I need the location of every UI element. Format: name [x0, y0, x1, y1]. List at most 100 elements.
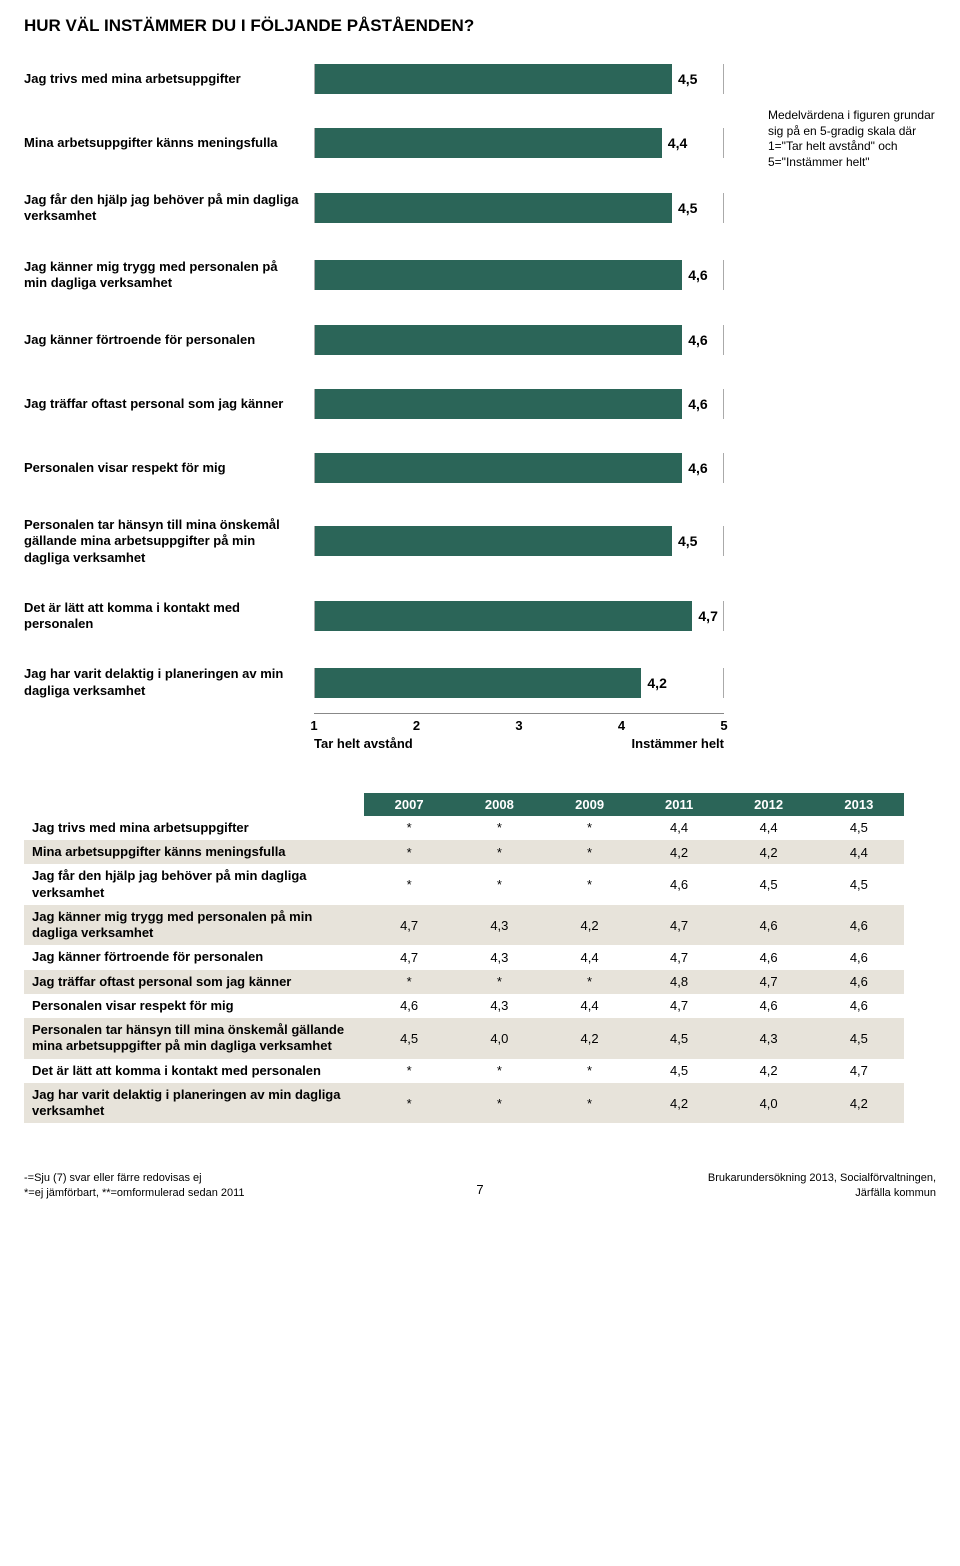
bar-fill: [315, 668, 641, 698]
axis-tick: 3: [515, 718, 522, 733]
table-cell: 4,5: [635, 1059, 724, 1083]
table-row: Det är lätt att komma i kontakt med pers…: [24, 1059, 904, 1083]
table-cell: *: [454, 970, 544, 994]
table-cell: 4,6: [814, 945, 904, 969]
table-cell: 4,7: [635, 994, 724, 1018]
table-cell: 4,5: [723, 864, 813, 905]
table-cell: 4,3: [723, 1018, 813, 1059]
table-cell: 4,2: [723, 1059, 813, 1083]
table-row: Jag känner mig trygg med personalen på m…: [24, 905, 904, 946]
table-cell: 4,2: [814, 1083, 904, 1124]
table-header-cell: 2013: [814, 793, 904, 816]
data-table: 200720082009201120122013 Jag trivs med m…: [24, 793, 904, 1124]
bar-fill: [315, 526, 672, 556]
bar-value: 4,4: [668, 135, 687, 151]
bar-chart: Medelvärdena i figuren grundar sig på en…: [24, 64, 936, 755]
bar-row: Jag känner mig trygg med personalen på m…: [24, 259, 936, 292]
bar-label: Jag känner mig trygg med personalen på m…: [24, 259, 314, 292]
table-row-label: Det är lätt att komma i kontakt med pers…: [24, 1059, 364, 1083]
table-cell: 4,4: [635, 816, 724, 840]
axis-tick: 1: [310, 718, 317, 733]
table-cell: 4,5: [364, 1018, 454, 1059]
table-cell: 4,6: [635, 864, 724, 905]
table-cell: 4,7: [635, 905, 724, 946]
bar-label: Mina arbetsuppgifter känns meningsfulla: [24, 135, 314, 151]
table-cell: *: [454, 1059, 544, 1083]
table-cell: 4,6: [723, 905, 813, 946]
bar-label: Jag trivs med mina arbetsuppgifter: [24, 71, 314, 87]
bar-fill: [315, 193, 672, 223]
table-cell: *: [364, 970, 454, 994]
table-cell: 4,5: [814, 816, 904, 840]
bar-row: Personalen visar respekt för mig4,6: [24, 453, 936, 483]
table-cell: 4,0: [723, 1083, 813, 1124]
table-cell: 4,5: [814, 864, 904, 905]
table-cell: 4,4: [544, 994, 634, 1018]
axis-tick: 4: [618, 718, 625, 733]
footer-source-1: Brukarundersökning 2013, Socialförvaltni…: [708, 1171, 936, 1185]
table-row-label: Jag har varit delaktig i planeringen av …: [24, 1083, 364, 1124]
table-cell: 4,6: [814, 970, 904, 994]
table-header-cell: 2007: [364, 793, 454, 816]
axis-tick: 5: [720, 718, 727, 733]
table-cell: 4,6: [814, 905, 904, 946]
bar-value: 4,2: [647, 675, 666, 691]
table-cell: 4,7: [364, 945, 454, 969]
bar-row: Jag får den hjälp jag behöver på min dag…: [24, 192, 936, 225]
table-cell: 4,5: [814, 1018, 904, 1059]
table-cell: *: [364, 1083, 454, 1124]
table-cell: 4,2: [635, 840, 724, 864]
bar-value: 4,5: [678, 200, 697, 216]
bar-label: Jag träffar oftast personal som jag känn…: [24, 396, 314, 412]
table-cell: *: [544, 816, 634, 840]
bar-value: 4,7: [698, 608, 717, 624]
table-cell: 4,2: [544, 1018, 634, 1059]
chart-note: Medelvärdena i figuren grundar sig på en…: [768, 108, 936, 170]
bar-label: Jag får den hjälp jag behöver på min dag…: [24, 192, 314, 225]
table-row-label: Jag får den hjälp jag behöver på min dag…: [24, 864, 364, 905]
table-row: Jag träffar oftast personal som jag känn…: [24, 970, 904, 994]
table-cell: *: [544, 864, 634, 905]
table-cell: *: [544, 1083, 634, 1124]
table-cell: 4,7: [814, 1059, 904, 1083]
table-cell: *: [454, 1083, 544, 1124]
table-row-label: Mina arbetsuppgifter känns meningsfulla: [24, 840, 364, 864]
table-row-label: Personalen tar hänsyn till mina önskemål…: [24, 1018, 364, 1059]
bar-fill: [315, 325, 682, 355]
table-cell: *: [364, 816, 454, 840]
bar-row: Jag träffar oftast personal som jag känn…: [24, 389, 936, 419]
table-cell: 4,6: [723, 945, 813, 969]
table-row-label: Jag känner förtroende för personalen: [24, 945, 364, 969]
bar-fill: [315, 260, 682, 290]
table-cell: *: [454, 840, 544, 864]
table-cell: 4,8: [635, 970, 724, 994]
table-cell: *: [544, 1059, 634, 1083]
table-cell: 4,7: [364, 905, 454, 946]
bar-value: 4,6: [688, 396, 707, 412]
table-row: Mina arbetsuppgifter känns meningsfulla *…: [24, 840, 904, 864]
table-row: Jag får den hjälp jag behöver på min dag…: [24, 864, 904, 905]
table-cell: *: [454, 816, 544, 840]
bar-value: 4,5: [678, 71, 697, 87]
table-cell: 4,2: [544, 905, 634, 946]
table-row-label: Jag känner mig trygg med personalen på m…: [24, 905, 364, 946]
bar-label: Personalen visar respekt för mig: [24, 460, 314, 476]
bar-fill: [315, 453, 682, 483]
table-cell: 4,7: [723, 970, 813, 994]
table-cell: *: [544, 840, 634, 864]
table-header-cell: 2008: [454, 793, 544, 816]
bar-value: 4,5: [678, 533, 697, 549]
table-cell: 4,6: [723, 994, 813, 1018]
table-cell: 4,4: [723, 816, 813, 840]
axis-label-right: Instämmer helt: [632, 736, 724, 751]
footer-note-1: -=Sju (7) svar eller färre redovisas ej: [24, 1171, 245, 1185]
bar-row: Jag trivs med mina arbetsuppgifter 4,5: [24, 64, 936, 94]
table-row-label: Jag träffar oftast personal som jag känn…: [24, 970, 364, 994]
bar-label: Jag har varit delaktig i planeringen av …: [24, 666, 314, 699]
table-cell: *: [364, 864, 454, 905]
table-header-cell: 2009: [544, 793, 634, 816]
table-row: Jag trivs med mina arbetsuppgifter***4,4…: [24, 816, 904, 840]
bar-value: 4,6: [688, 332, 707, 348]
table-row: Jag känner förtroende för personalen4,7 4…: [24, 945, 904, 969]
table-cell: *: [544, 970, 634, 994]
